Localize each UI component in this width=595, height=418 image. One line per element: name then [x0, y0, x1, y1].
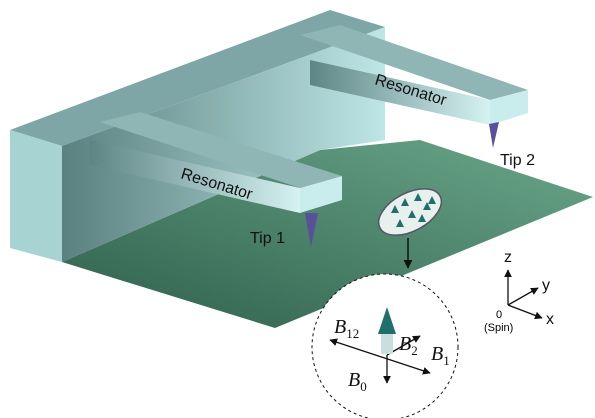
apparatus — [10, 10, 593, 418]
field-label: B0 — [348, 369, 367, 394]
axis-label: x — [546, 311, 554, 328]
field-label: B2 — [399, 333, 418, 358]
field-subscript: 2 — [411, 343, 418, 358]
field-label: B1 — [431, 343, 450, 368]
field-label: B12 — [334, 316, 359, 341]
field-subscript: 0 — [360, 379, 367, 394]
field-symbol: B — [431, 343, 443, 365]
axis-label: z — [504, 249, 512, 266]
field-subscript: 12 — [346, 326, 359, 341]
origin-note: (Spin) — [484, 322, 513, 334]
origin-label: 0 — [496, 309, 502, 321]
tip-label: Tip 2 — [500, 152, 535, 169]
field-symbol: B — [399, 333, 411, 355]
tip-label: Tip 1 — [250, 230, 285, 247]
field-symbol: B — [348, 369, 360, 391]
field-symbol: B — [334, 316, 346, 338]
axis-label: y — [542, 277, 550, 294]
field-subscript: 1 — [443, 353, 450, 368]
